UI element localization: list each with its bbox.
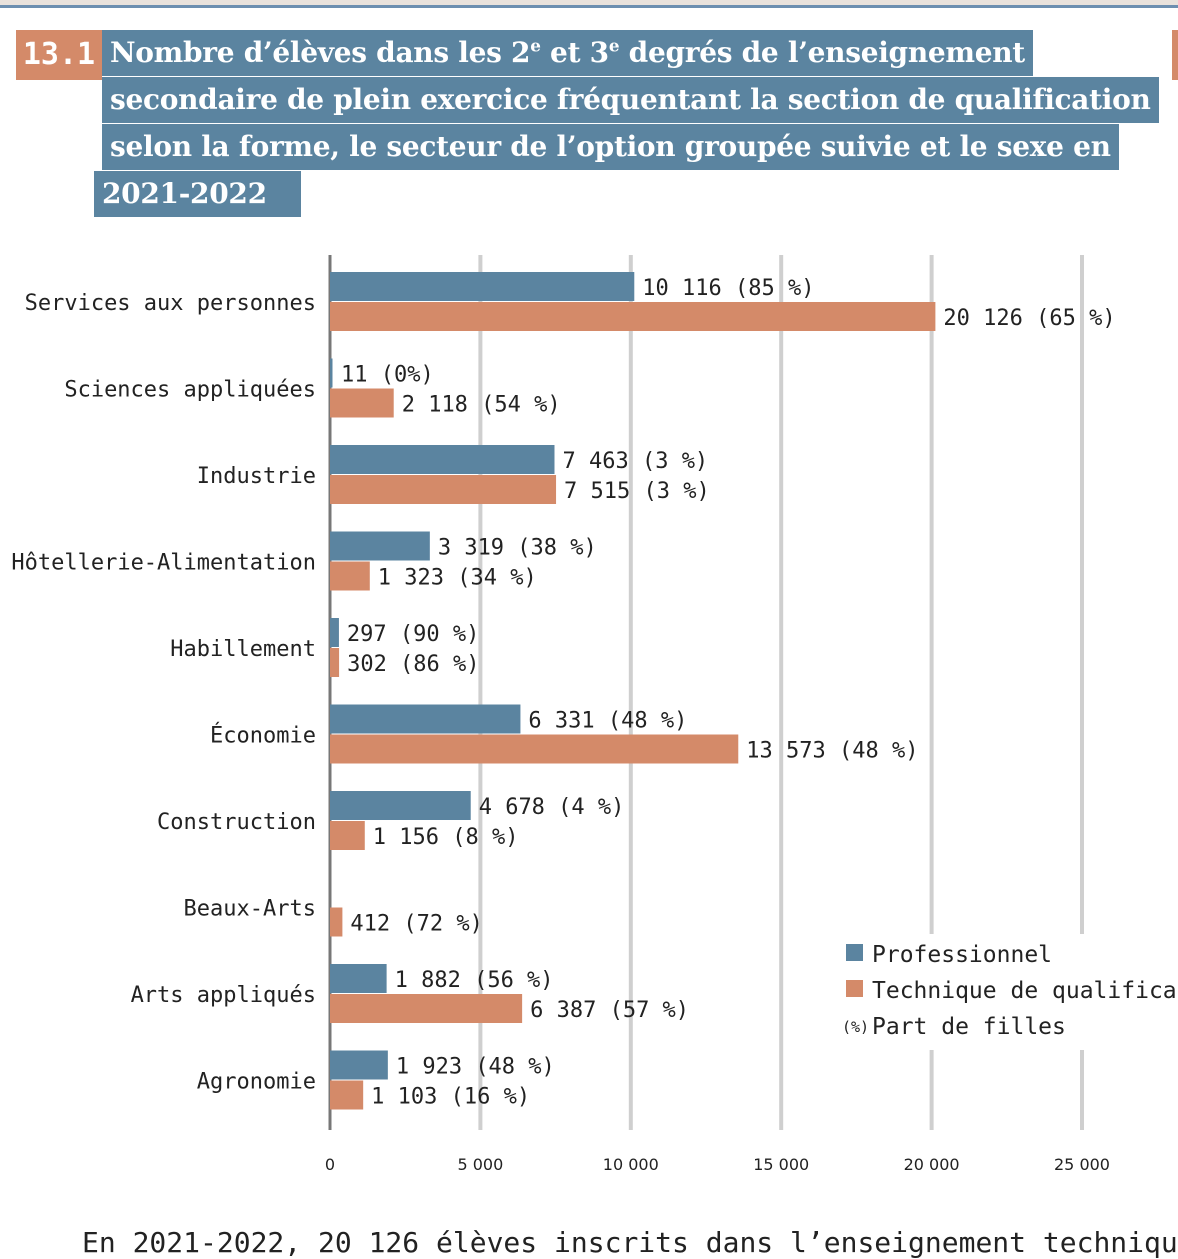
bar-professionnel bbox=[330, 1050, 388, 1080]
data-label: 10 116 (85 %) bbox=[642, 276, 814, 301]
category-label: Sciences appliquées bbox=[64, 378, 316, 403]
grid-lines bbox=[328, 255, 1084, 1130]
edge-marker bbox=[1172, 30, 1178, 80]
value-labels: 10 116 (85 %) 20 126 (65 %) 11 (0%) 2 118 (… bbox=[341, 276, 1116, 1110]
data-label: 302 (86 %) bbox=[347, 652, 479, 677]
figure-title-line-3: selon la forme, le secteur de l’option g… bbox=[102, 124, 1119, 170]
data-label: 7 515 (3 %) bbox=[564, 479, 710, 504]
footer-text: En 2021-2022, 20 126 élèves inscrits dan… bbox=[82, 1226, 1178, 1259]
x-tick-label: 15 000 bbox=[753, 1155, 809, 1174]
bar-technique bbox=[330, 1080, 364, 1110]
top-rule bbox=[0, 0, 1178, 8]
data-label: 1 882 (56 %) bbox=[395, 968, 554, 993]
bar-professionnel bbox=[330, 272, 635, 301]
data-label: 7 463 (3 %) bbox=[562, 449, 708, 474]
bar-technique bbox=[330, 388, 394, 418]
data-label: 2 118 (54 %) bbox=[402, 393, 561, 418]
data-label: 1 323 (34 %) bbox=[378, 566, 537, 591]
legend-label: Technique de qualification bbox=[872, 978, 1178, 1004]
legend: Professionnel Technique de qualification(… bbox=[828, 934, 1178, 1050]
bar-technique bbox=[330, 302, 936, 331]
data-label: 1 156 (8 %) bbox=[373, 825, 519, 850]
data-label: 13 573 (48 %) bbox=[746, 739, 918, 764]
legend-note: Part de filles bbox=[872, 1014, 1066, 1040]
figure-number: 13.1 bbox=[16, 30, 102, 80]
category-label: Beaux-Arts bbox=[184, 897, 316, 922]
x-tick-label: 25 000 bbox=[1054, 1155, 1110, 1174]
data-label: 20 126 (65 %) bbox=[943, 306, 1115, 331]
x-tick-label: 0 bbox=[325, 1155, 335, 1174]
bar-technique bbox=[330, 734, 739, 764]
data-label: 3 319 (38 %) bbox=[438, 536, 597, 561]
legend-label: Professionnel bbox=[872, 942, 1052, 968]
figure-title-line-2: secondaire de plein exercice fréquentant… bbox=[102, 77, 1159, 123]
bar-professionnel bbox=[330, 358, 333, 388]
bar-professionnel bbox=[330, 445, 555, 474]
data-label: 4 678 (4 %) bbox=[479, 795, 625, 820]
bar-technique bbox=[330, 475, 557, 504]
data-label: 1 103 (16 %) bbox=[371, 1085, 530, 1110]
bar-professionnel bbox=[330, 531, 430, 561]
bar-technique bbox=[330, 821, 365, 850]
data-label: 6 387 (57 %) bbox=[530, 998, 689, 1023]
category-label: Services aux personnes bbox=[25, 291, 316, 316]
bar-technique bbox=[330, 561, 370, 591]
bar-professionnel bbox=[330, 791, 471, 820]
data-label: 412 (72 %) bbox=[350, 912, 482, 937]
category-label: Arts appliqués bbox=[131, 983, 316, 1008]
data-label: 1 923 (48 %) bbox=[396, 1055, 555, 1080]
figure-title-line-4: 2021-2022 bbox=[94, 171, 301, 217]
legend-note-symbol: (%) bbox=[842, 1018, 869, 1036]
data-label: 11 (0%) bbox=[341, 363, 434, 388]
category-label: Économie bbox=[210, 723, 316, 749]
bar-chart: 10 116 (85 %) 20 126 (65 %) 11 (0%) 2 118 (… bbox=[11, 255, 1178, 1174]
category-label: Habillement bbox=[170, 637, 316, 662]
category-label: Hôtellerie-Alimentation bbox=[11, 551, 316, 576]
data-label: 297 (90 %) bbox=[347, 622, 479, 647]
category-label: Construction bbox=[157, 810, 316, 835]
legend-background bbox=[828, 934, 1168, 1050]
bar-professionnel bbox=[330, 618, 339, 647]
bar-professionnel bbox=[330, 964, 387, 993]
category-labels: Services aux personnes Sciences appliquée… bbox=[11, 291, 316, 1095]
bars bbox=[330, 272, 936, 1110]
bar-technique bbox=[330, 648, 340, 677]
data-label: 6 331 (48 %) bbox=[528, 709, 687, 734]
figure-title-line-1: Nombre d’élèves dans les 2e et 3e degrés… bbox=[102, 30, 1033, 76]
bar-technique bbox=[330, 907, 343, 937]
x-tick-label: 5 000 bbox=[457, 1155, 503, 1174]
x-tick-label: 20 000 bbox=[904, 1155, 960, 1174]
legend-swatch bbox=[846, 980, 863, 997]
x-tick-label: 10 000 bbox=[603, 1155, 659, 1174]
category-label: Agronomie bbox=[197, 1070, 316, 1095]
x-tick-labels: 0 5 000 10 000 15 000 20 000 25 000 bbox=[325, 1155, 1110, 1174]
legend-swatch bbox=[846, 944, 863, 961]
category-label: Industrie bbox=[197, 464, 316, 489]
bar-technique bbox=[330, 994, 523, 1023]
bar-professionnel bbox=[330, 704, 521, 734]
